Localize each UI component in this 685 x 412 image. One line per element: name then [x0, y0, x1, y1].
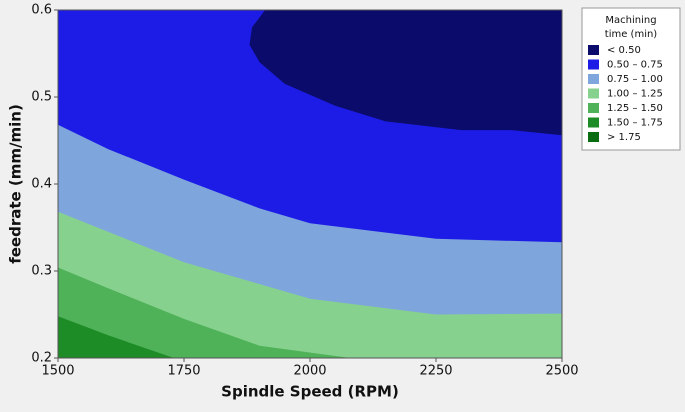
legend-title: Machining: [605, 15, 656, 26]
y-tick-label: 0.2: [31, 351, 52, 366]
legend-swatch: [588, 59, 599, 70]
y-tick-label: 0.3: [31, 264, 52, 279]
legend-swatch: [588, 74, 599, 84]
x-tick-label: 1500: [41, 364, 74, 379]
y-tick-label: 0.4: [31, 177, 52, 192]
contour-region: [58, 316, 174, 358]
legend-swatch: [588, 103, 599, 113]
legend-swatch: [588, 45, 599, 55]
y-tick-label: 0.6: [31, 3, 52, 18]
legend-label: < 0.50: [607, 45, 641, 56]
legend-label: 1.50 – 1.75: [607, 118, 663, 129]
y-axis-label: feedrate (mm/min): [7, 104, 25, 264]
plot-area: [58, 10, 562, 358]
legend-swatch: [588, 88, 599, 99]
legend-swatch: [588, 117, 599, 128]
y-tick-label: 0.5: [31, 90, 52, 105]
legend-label: 0.75 – 1.00: [607, 74, 663, 85]
x-tick-label: 2500: [545, 364, 578, 379]
legend-label: 1.25 – 1.50: [607, 103, 663, 114]
legend-label: 0.50 – 0.75: [607, 60, 663, 71]
legend-label: > 1.75: [607, 132, 641, 143]
x-axis-label: Spindle Speed (RPM): [221, 383, 399, 401]
x-tick-label: 1750: [167, 364, 200, 379]
x-tick-label: 2000: [293, 364, 326, 379]
legend-title: time (min): [605, 29, 658, 40]
contour-region: [249, 10, 562, 136]
legend-label: 1.00 – 1.25: [607, 89, 663, 100]
legend-swatch: [588, 132, 599, 142]
legend: Machining time (min) < 0.50 0.50 – 0.75 0.…: [581, 7, 681, 151]
contour-region: [58, 267, 351, 358]
x-tick-label: 2250: [419, 364, 452, 379]
